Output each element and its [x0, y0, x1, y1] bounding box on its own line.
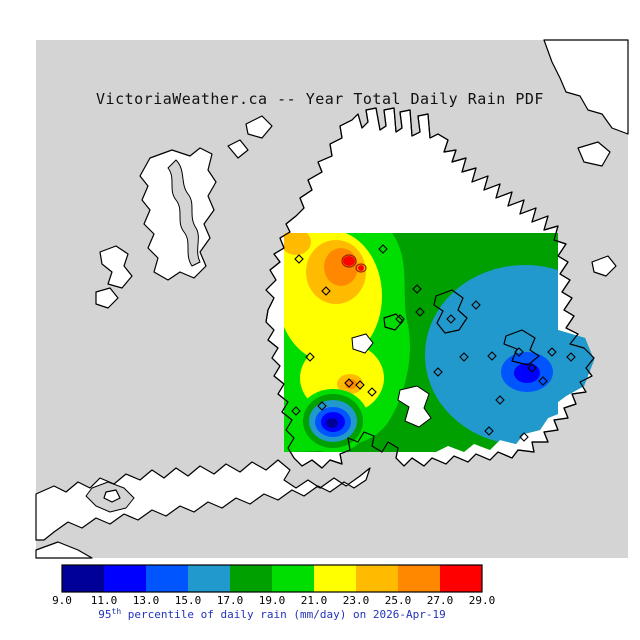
contour-band-27-29 [343, 256, 355, 266]
colorbar-segment [62, 565, 104, 592]
colorbar-ticks: 9.0 11.0 13.0 15.0 17.0 19.0 21.0 23.0 25.0 27.0 2… [52, 594, 495, 607]
colorbar-tick-label: 13.0 [133, 594, 160, 607]
colorbar-segment [314, 565, 356, 592]
station-marker-diamond [294, 254, 304, 264]
inlet-channel [167, 159, 201, 267]
station-marker-diamond [484, 426, 494, 436]
colorbar-caption: 95th percentile of daily rain (mm/day) o… [98, 607, 445, 621]
map-title: VictoriaWeather.ca -- Year Total Daily R… [96, 90, 544, 108]
station-marker-diamond [471, 300, 481, 310]
contour-ring-max-2 [355, 263, 367, 273]
station-marker-diamond [395, 314, 405, 324]
caption-rest: percentile of daily rain (mm/day) on 202… [121, 608, 446, 621]
contour-band-25-27 [324, 248, 358, 286]
colorbar-segment [440, 565, 482, 592]
caption-prefix: 95 [98, 608, 111, 621]
station-marker-diamond [305, 352, 315, 362]
station-marker-diamond [355, 380, 365, 390]
lake-large [397, 385, 432, 428]
contour-band-9-11 [326, 418, 338, 428]
coastline-outline-overlay [265, 107, 595, 469]
colorbar-tick-label: 19.0 [259, 594, 286, 607]
station-marker-diamond [566, 352, 576, 362]
station-marker-diamond [459, 352, 469, 362]
inner-island-outlines [383, 289, 540, 366]
colorbar-tick-label: 11.0 [91, 594, 118, 607]
contour-band-15-17 [537, 334, 594, 402]
colorbar-tick-label: 17.0 [217, 594, 244, 607]
colorbar-segment [398, 565, 440, 592]
colorbar-border [61, 564, 483, 593]
station-marker-diamond [514, 347, 524, 357]
station-marker-diamond [378, 244, 388, 254]
station-marker-diamond [415, 307, 425, 317]
colorbar-segment [272, 565, 314, 592]
colorbar-segment [188, 565, 230, 592]
colorbar: 9.0 11.0 13.0 15.0 17.0 19.0 21.0 23.0 25.0 27.0 2… [52, 564, 495, 607]
station-marker-diamond [367, 387, 377, 397]
colorbar-segment [356, 565, 398, 592]
station-marker-diamond [538, 376, 548, 386]
colorbar-segment [104, 565, 146, 592]
station-marker-diamond [317, 401, 327, 411]
station-markers [291, 244, 576, 442]
station-marker-diamond [495, 395, 505, 405]
island-outline-east [503, 329, 540, 366]
contour-ring-max-1 [341, 254, 357, 268]
lagoon-island [103, 489, 121, 503]
island-west-2 [95, 287, 119, 309]
colorbar-tick-label: 23.0 [343, 594, 370, 607]
island-northeast [577, 141, 611, 167]
contour-band-27-29 [358, 265, 364, 271]
island-outline-small [383, 313, 404, 331]
island-outline-mid [433, 289, 468, 334]
coastline-northeast-corner [543, 39, 629, 135]
station-marker-diamond [446, 314, 456, 324]
station-marker-diamond [547, 347, 557, 357]
island-north-1 [245, 115, 273, 139]
station-marker-diamond [527, 363, 537, 373]
station-marker-diamond [291, 406, 301, 416]
colorbar-tick-label: 27.0 [427, 594, 454, 607]
island-east [591, 255, 617, 277]
station-marker-diamond [412, 284, 422, 294]
colorbar-segment [146, 565, 188, 592]
contour-band-23-25 [284, 233, 311, 255]
coastline-south-shore [35, 459, 371, 541]
station-marker-diamond [433, 367, 443, 377]
colorbar-tick-label: 25.0 [385, 594, 412, 607]
contour-band-11-13 [514, 363, 540, 383]
coastline-southwest-corner [35, 541, 93, 559]
colorbar-tick-label: 15.0 [175, 594, 202, 607]
station-marker-diamond [321, 286, 331, 296]
colorbar-tick-label: 29.0 [469, 594, 496, 607]
caption-superscript: th [112, 607, 122, 616]
colorbar-segments [62, 565, 482, 592]
colorbar-tick-label: 9.0 [52, 594, 72, 607]
colorbar-segment [230, 565, 272, 592]
lakes [351, 333, 432, 428]
station-marker-diamond [344, 378, 354, 388]
colorbar-tick-label: 21.0 [301, 594, 328, 607]
lake-small [351, 333, 374, 354]
island-west-1 [99, 245, 133, 289]
island-north-2 [227, 139, 249, 159]
contour-rings [341, 254, 367, 273]
station-marker-diamond [487, 351, 497, 361]
station-marker-diamond [519, 432, 529, 442]
